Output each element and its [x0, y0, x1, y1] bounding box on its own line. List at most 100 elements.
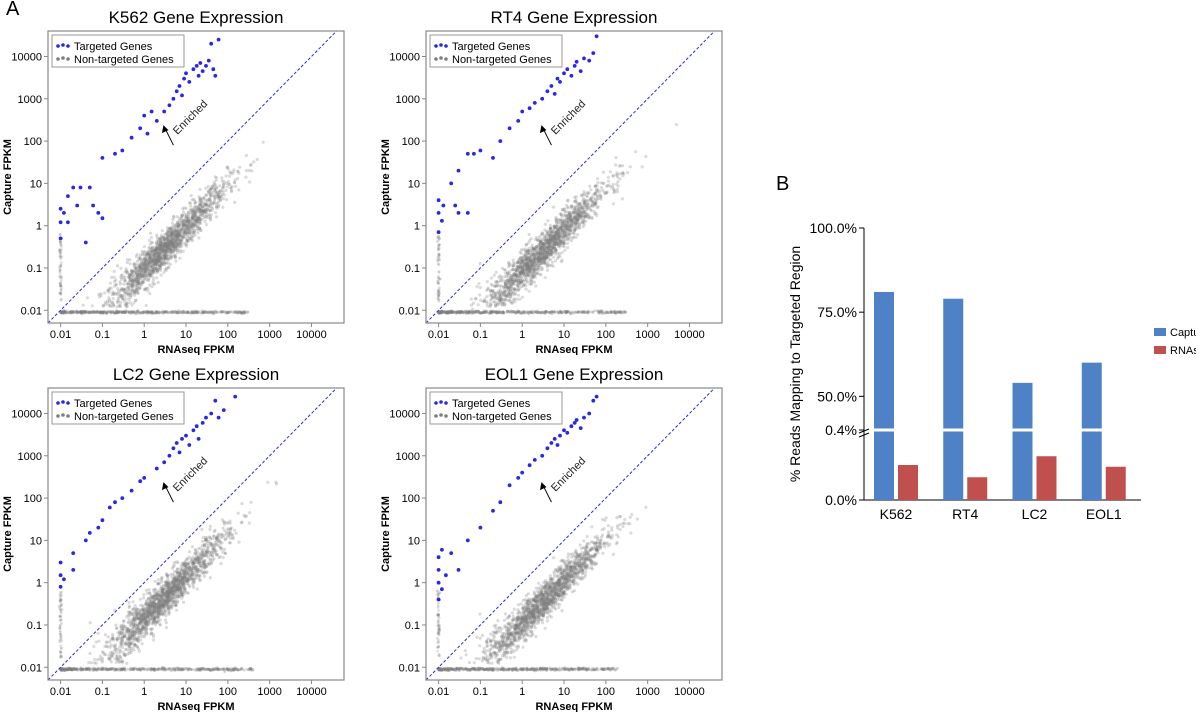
nontargeted-point [99, 293, 103, 298]
nontargeted-point [153, 265, 157, 269]
nontargeted-point [171, 217, 175, 222]
nontargeted-point [130, 285, 134, 289]
nontargeted-point [144, 268, 148, 272]
nontargeted-point [129, 272, 133, 276]
targeted-point [129, 135, 134, 140]
nontargeted-point [561, 235, 565, 239]
nontargeted-point [226, 311, 229, 315]
nontargeted-point [152, 268, 156, 272]
nontargeted-point [58, 248, 62, 251]
nontargeted-point [169, 248, 173, 252]
nontargeted-point [156, 240, 160, 244]
nontargeted-point [530, 279, 534, 283]
nontargeted-point [127, 288, 132, 292]
nontargeted-point [553, 234, 557, 238]
targeted-point [582, 56, 586, 61]
nontargeted-point [533, 246, 537, 250]
nontargeted-point [205, 311, 209, 315]
nontargeted-point [201, 197, 205, 201]
nontargeted-point [151, 253, 155, 258]
nontargeted-point [193, 211, 197, 215]
nontargeted-point [79, 311, 83, 315]
nontargeted-point [125, 260, 129, 265]
nontargeted-points [57, 480, 279, 674]
nontargeted-point [178, 245, 182, 249]
nontargeted-point [569, 204, 573, 208]
nontargeted-point [214, 191, 218, 195]
nontargeted-point [64, 310, 68, 314]
nontargeted-point [578, 223, 582, 227]
nontargeted-point [79, 310, 83, 314]
nontargeted-point [173, 238, 177, 242]
nontargeted-point [193, 218, 198, 222]
nontargeted-point [581, 211, 585, 215]
nontargeted-point [88, 311, 92, 315]
targeted-point [449, 181, 454, 186]
nontargeted-point [520, 269, 524, 273]
nontargeted-point [199, 208, 203, 212]
nontargeted-point [124, 303, 128, 307]
nontargeted-point [594, 184, 598, 188]
nontargeted-point [83, 311, 87, 315]
nontargeted-point [129, 310, 133, 314]
nontargeted-point [59, 257, 62, 261]
nontargeted-point [176, 234, 180, 238]
nontargeted-point [164, 266, 169, 270]
nontargeted-point [191, 215, 195, 219]
nontargeted-point [170, 228, 174, 232]
nontargeted-point [60, 310, 64, 314]
nontargeted-point [534, 245, 539, 249]
nontargeted-point [517, 284, 521, 288]
nontargeted-point [155, 260, 159, 265]
nontargeted-point [173, 248, 177, 252]
nontargeted-point [240, 312, 244, 316]
targeted-point [58, 206, 63, 211]
nontargeted-point [161, 242, 166, 246]
nontargeted-point [568, 215, 572, 219]
nontargeted-point [113, 292, 117, 296]
nontargeted-point [121, 311, 124, 314]
nontargeted-point [144, 270, 148, 274]
nontargeted-point [520, 295, 524, 299]
nontargeted-point [155, 240, 159, 244]
nontargeted-point [178, 245, 182, 249]
nontargeted-point [124, 297, 128, 301]
nontargeted-point [111, 300, 115, 305]
nontargeted-point [208, 209, 212, 213]
nontargeted-point [179, 219, 183, 223]
nontargeted-point [187, 235, 192, 239]
nontargeted-point [194, 214, 198, 218]
nontargeted-point [169, 226, 174, 230]
nontargeted-point [185, 219, 189, 223]
nontargeted-point [198, 210, 202, 214]
nontargeted-point [147, 249, 151, 253]
nontargeted-point [189, 211, 193, 216]
nontargeted-point [129, 284, 133, 288]
nontargeted-point [218, 184, 222, 188]
nontargeted-point [142, 275, 146, 279]
nontargeted-point [98, 311, 102, 314]
nontargeted-point [561, 208, 565, 212]
targeted-point [66, 220, 70, 225]
nontargeted-point [208, 188, 212, 192]
nontargeted-point [194, 208, 198, 212]
nontargeted-point [230, 188, 234, 193]
nontargeted-point [116, 310, 120, 314]
nontargeted-point [510, 301, 514, 305]
nontargeted-point [559, 241, 563, 246]
nontargeted-point [184, 214, 188, 219]
nontargeted-point [532, 247, 536, 251]
nontargeted-point [122, 288, 126, 292]
nontargeted-point [176, 241, 180, 245]
nontargeted-point [163, 237, 167, 241]
nontargeted-point [148, 272, 152, 276]
targeted-point [441, 203, 446, 208]
nontargeted-point [514, 273, 518, 277]
nontargeted-point [179, 234, 183, 238]
nontargeted-point [240, 310, 244, 314]
nontargeted-point [197, 210, 202, 214]
nontargeted-point [611, 182, 615, 186]
nontargeted-point [513, 273, 517, 277]
nontargeted-point [537, 245, 541, 249]
nontargeted-point [197, 236, 201, 240]
